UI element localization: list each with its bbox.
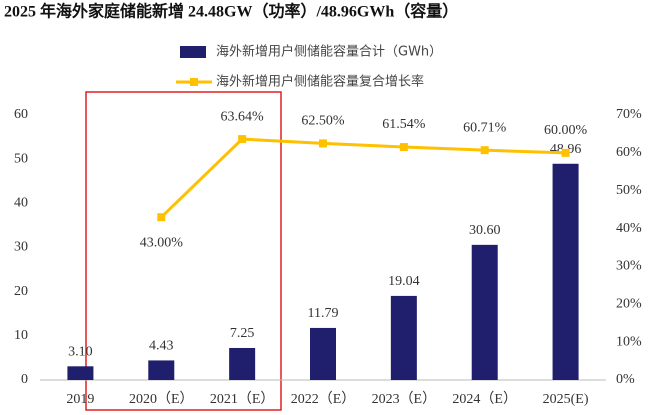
line-point	[157, 213, 166, 222]
y2-tick-label: 0%	[616, 372, 635, 387]
legend-swatch	[180, 46, 206, 58]
x-tick-label: 2020（E）	[129, 391, 194, 407]
y2-tick-label: 20%	[616, 297, 642, 312]
line-value-label: 60.00%	[544, 123, 588, 138]
line	[160, 137, 566, 219]
bar	[148, 360, 175, 380]
bar	[552, 163, 579, 380]
y-tick-label: 10	[14, 328, 28, 343]
legend-label: 海外新增用户侧储能容量复合增长率	[216, 74, 424, 90]
line-point	[480, 146, 489, 155]
bar-value-label: 11.79	[308, 306, 339, 321]
line-point	[399, 143, 408, 152]
bar	[310, 327, 336, 380]
x-tick-label: 2021（E）	[210, 391, 275, 407]
bar	[229, 347, 256, 380]
bar	[390, 295, 417, 380]
bar-value-label: 19.04	[388, 274, 420, 289]
x-tick-label: 2025(E)	[543, 392, 589, 407]
x-tick-label: 2019	[66, 392, 94, 407]
highlight-box	[85, 91, 282, 411]
bar-value-label: 30.60	[469, 223, 501, 238]
line-value-label: 63.64%	[221, 109, 265, 124]
y2-tick-label: 10%	[616, 334, 642, 349]
line-value-label: 61.54%	[382, 117, 426, 132]
y-tick-label: 0	[21, 372, 28, 387]
y2-tick-label: 40%	[616, 221, 642, 236]
line-value-label: 62.50%	[301, 114, 345, 129]
bar	[471, 244, 498, 380]
line-value-label: 60.71%	[463, 120, 507, 135]
y-tick-label: 60	[14, 107, 28, 122]
y-tick-label: 20	[14, 284, 28, 299]
line-point	[238, 135, 247, 144]
chart-title: 2025 年海外家庭储能新增 24.48GW（功率）/48.96GWh（容量）	[4, 2, 458, 21]
line-value-label: 43.00%	[140, 235, 184, 250]
legend-swatch	[190, 78, 198, 86]
bar-value-label: 4.43	[149, 339, 174, 354]
legend-label: 海外新增用户侧储能容量合计（GWh）	[216, 44, 442, 60]
line-point	[319, 139, 327, 148]
y-tick-label: 50	[14, 151, 28, 166]
x-tick-label: 2023（E）	[372, 391, 437, 407]
line-point	[561, 148, 570, 157]
y2-tick-label: 60%	[616, 145, 642, 160]
y-tick-label: 40	[14, 196, 28, 211]
y2-tick-label: 50%	[616, 183, 642, 198]
bar-value-label: 7.25	[230, 326, 255, 341]
y2-tick-label: 70%	[616, 107, 642, 122]
x-tick-label: 2022（E）	[291, 391, 356, 407]
x-tick-label: 2024（E）	[452, 391, 517, 407]
y-tick-label: 30	[14, 240, 28, 255]
bar-value-label: 3.10	[68, 345, 93, 360]
bar	[67, 366, 94, 380]
y2-tick-label: 30%	[616, 259, 642, 274]
